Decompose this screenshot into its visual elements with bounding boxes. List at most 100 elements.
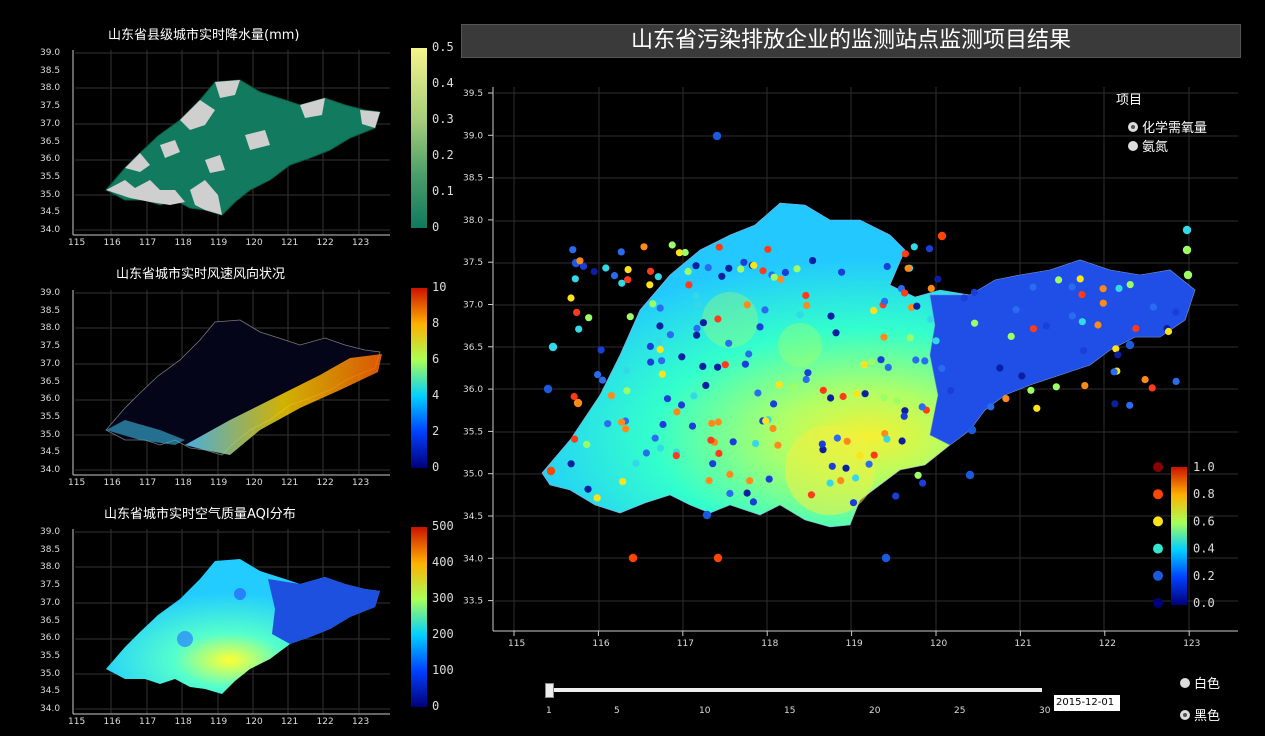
station-dot[interactable] — [881, 553, 891, 563]
station-dot[interactable] — [672, 452, 680, 460]
station-dot[interactable] — [707, 436, 715, 444]
station-dot[interactable] — [754, 389, 762, 397]
station-dot[interactable] — [593, 494, 601, 502]
theme-option-black[interactable]: 黑色 — [1180, 705, 1220, 724]
station-dot[interactable] — [1172, 377, 1180, 385]
station-dot[interactable] — [793, 265, 801, 273]
station-dot[interactable] — [826, 479, 834, 487]
station-dot[interactable] — [1033, 404, 1041, 412]
station-dot[interactable] — [1099, 299, 1107, 307]
station-dot[interactable] — [819, 446, 827, 454]
station-dot[interactable] — [996, 364, 1004, 372]
station-dot[interactable] — [802, 375, 810, 384]
station-dot[interactable] — [684, 267, 692, 276]
station-dot[interactable] — [675, 249, 684, 257]
station-dot[interactable] — [901, 407, 909, 415]
station-dot[interactable] — [571, 275, 579, 283]
station-dot[interactable] — [702, 381, 710, 389]
station-dot[interactable] — [654, 273, 662, 281]
station-dot[interactable] — [1029, 325, 1038, 333]
station-dot[interactable] — [819, 386, 827, 394]
station-dot[interactable] — [1076, 275, 1084, 283]
station-dot[interactable] — [618, 279, 626, 287]
station-dot[interactable] — [860, 361, 868, 369]
station-dot[interactable] — [1132, 324, 1140, 333]
station-dot[interactable] — [624, 276, 632, 284]
station-dot[interactable] — [576, 257, 584, 265]
station-dot[interactable] — [658, 370, 666, 378]
station-dot[interactable] — [807, 491, 815, 499]
station-dot[interactable] — [987, 403, 995, 411]
station-dot[interactable] — [617, 248, 625, 256]
station-dot[interactable] — [804, 369, 812, 377]
station-dot[interactable] — [750, 261, 758, 269]
station-dot[interactable] — [677, 401, 686, 409]
station-dot[interactable] — [881, 430, 889, 438]
station-dot[interactable] — [970, 288, 978, 296]
station-dot[interactable] — [678, 353, 686, 361]
station-dot[interactable] — [725, 264, 733, 272]
station-dot[interactable] — [918, 403, 926, 411]
station-dot[interactable] — [718, 272, 726, 280]
station-dot[interactable] — [659, 420, 667, 429]
station-dot[interactable] — [777, 275, 785, 283]
station-dot[interactable] — [692, 262, 700, 270]
station-dot[interactable] — [914, 471, 922, 479]
station-dot[interactable] — [642, 449, 650, 457]
station-dot[interactable] — [839, 392, 847, 401]
station-dot[interactable] — [1007, 332, 1015, 340]
theme-option-white[interactable]: 白色 — [1180, 673, 1220, 692]
station-dot[interactable] — [628, 553, 638, 563]
station-dot[interactable] — [1012, 306, 1020, 314]
station-dot[interactable] — [870, 451, 878, 459]
station-dot[interactable] — [681, 248, 689, 257]
station-dot[interactable] — [749, 498, 757, 506]
station-dot[interactable] — [646, 281, 654, 289]
station-dot[interactable] — [640, 243, 648, 251]
station-dot[interactable] — [761, 306, 769, 314]
station-dot[interactable] — [713, 553, 723, 563]
station-dot[interactable] — [610, 272, 619, 280]
station-dot[interactable] — [567, 460, 575, 468]
station-dot[interactable] — [599, 376, 607, 384]
station-dot[interactable] — [938, 364, 946, 373]
station-dot[interactable] — [663, 395, 672, 403]
station-dot[interactable] — [699, 362, 707, 370]
station-dot[interactable] — [898, 437, 906, 445]
station-dot[interactable] — [575, 325, 583, 333]
station-dot[interactable] — [1141, 376, 1149, 384]
station-dot[interactable] — [752, 439, 760, 448]
station-dot[interactable] — [937, 231, 947, 241]
station-dot[interactable] — [714, 363, 722, 371]
station-dot[interactable] — [594, 371, 602, 379]
station-dot[interactable] — [842, 464, 850, 472]
station-dot[interactable] — [934, 275, 942, 283]
station-dot[interactable] — [901, 250, 909, 258]
station-dot[interactable] — [796, 311, 804, 319]
station-dot[interactable] — [789, 383, 797, 391]
station-dot[interactable] — [712, 131, 722, 141]
station-dot[interactable] — [1125, 340, 1135, 350]
station-dot[interactable] — [1183, 270, 1193, 280]
station-dot[interactable] — [1182, 245, 1192, 255]
station-dot[interactable] — [569, 246, 577, 254]
station-dot[interactable] — [967, 425, 977, 435]
station-dot[interactable] — [832, 329, 840, 337]
station-dot[interactable] — [649, 300, 657, 308]
station-dot[interactable] — [584, 485, 592, 493]
station-dot[interactable] — [802, 291, 810, 300]
station-dot[interactable] — [904, 264, 912, 272]
station-dot[interactable] — [571, 435, 579, 443]
station-dot[interactable] — [693, 331, 701, 339]
station-dot[interactable] — [567, 294, 575, 302]
station-dot[interactable] — [623, 387, 631, 395]
station-dot[interactable] — [900, 412, 908, 420]
station-dot[interactable] — [883, 435, 891, 443]
station-dot[interactable] — [1002, 395, 1010, 403]
station-dot[interactable] — [827, 394, 835, 402]
station-dot[interactable] — [881, 297, 889, 305]
station-dot[interactable] — [770, 400, 778, 408]
station-dot[interactable] — [759, 267, 767, 275]
station-dot[interactable] — [1029, 283, 1037, 291]
station-dot[interactable] — [666, 331, 674, 339]
